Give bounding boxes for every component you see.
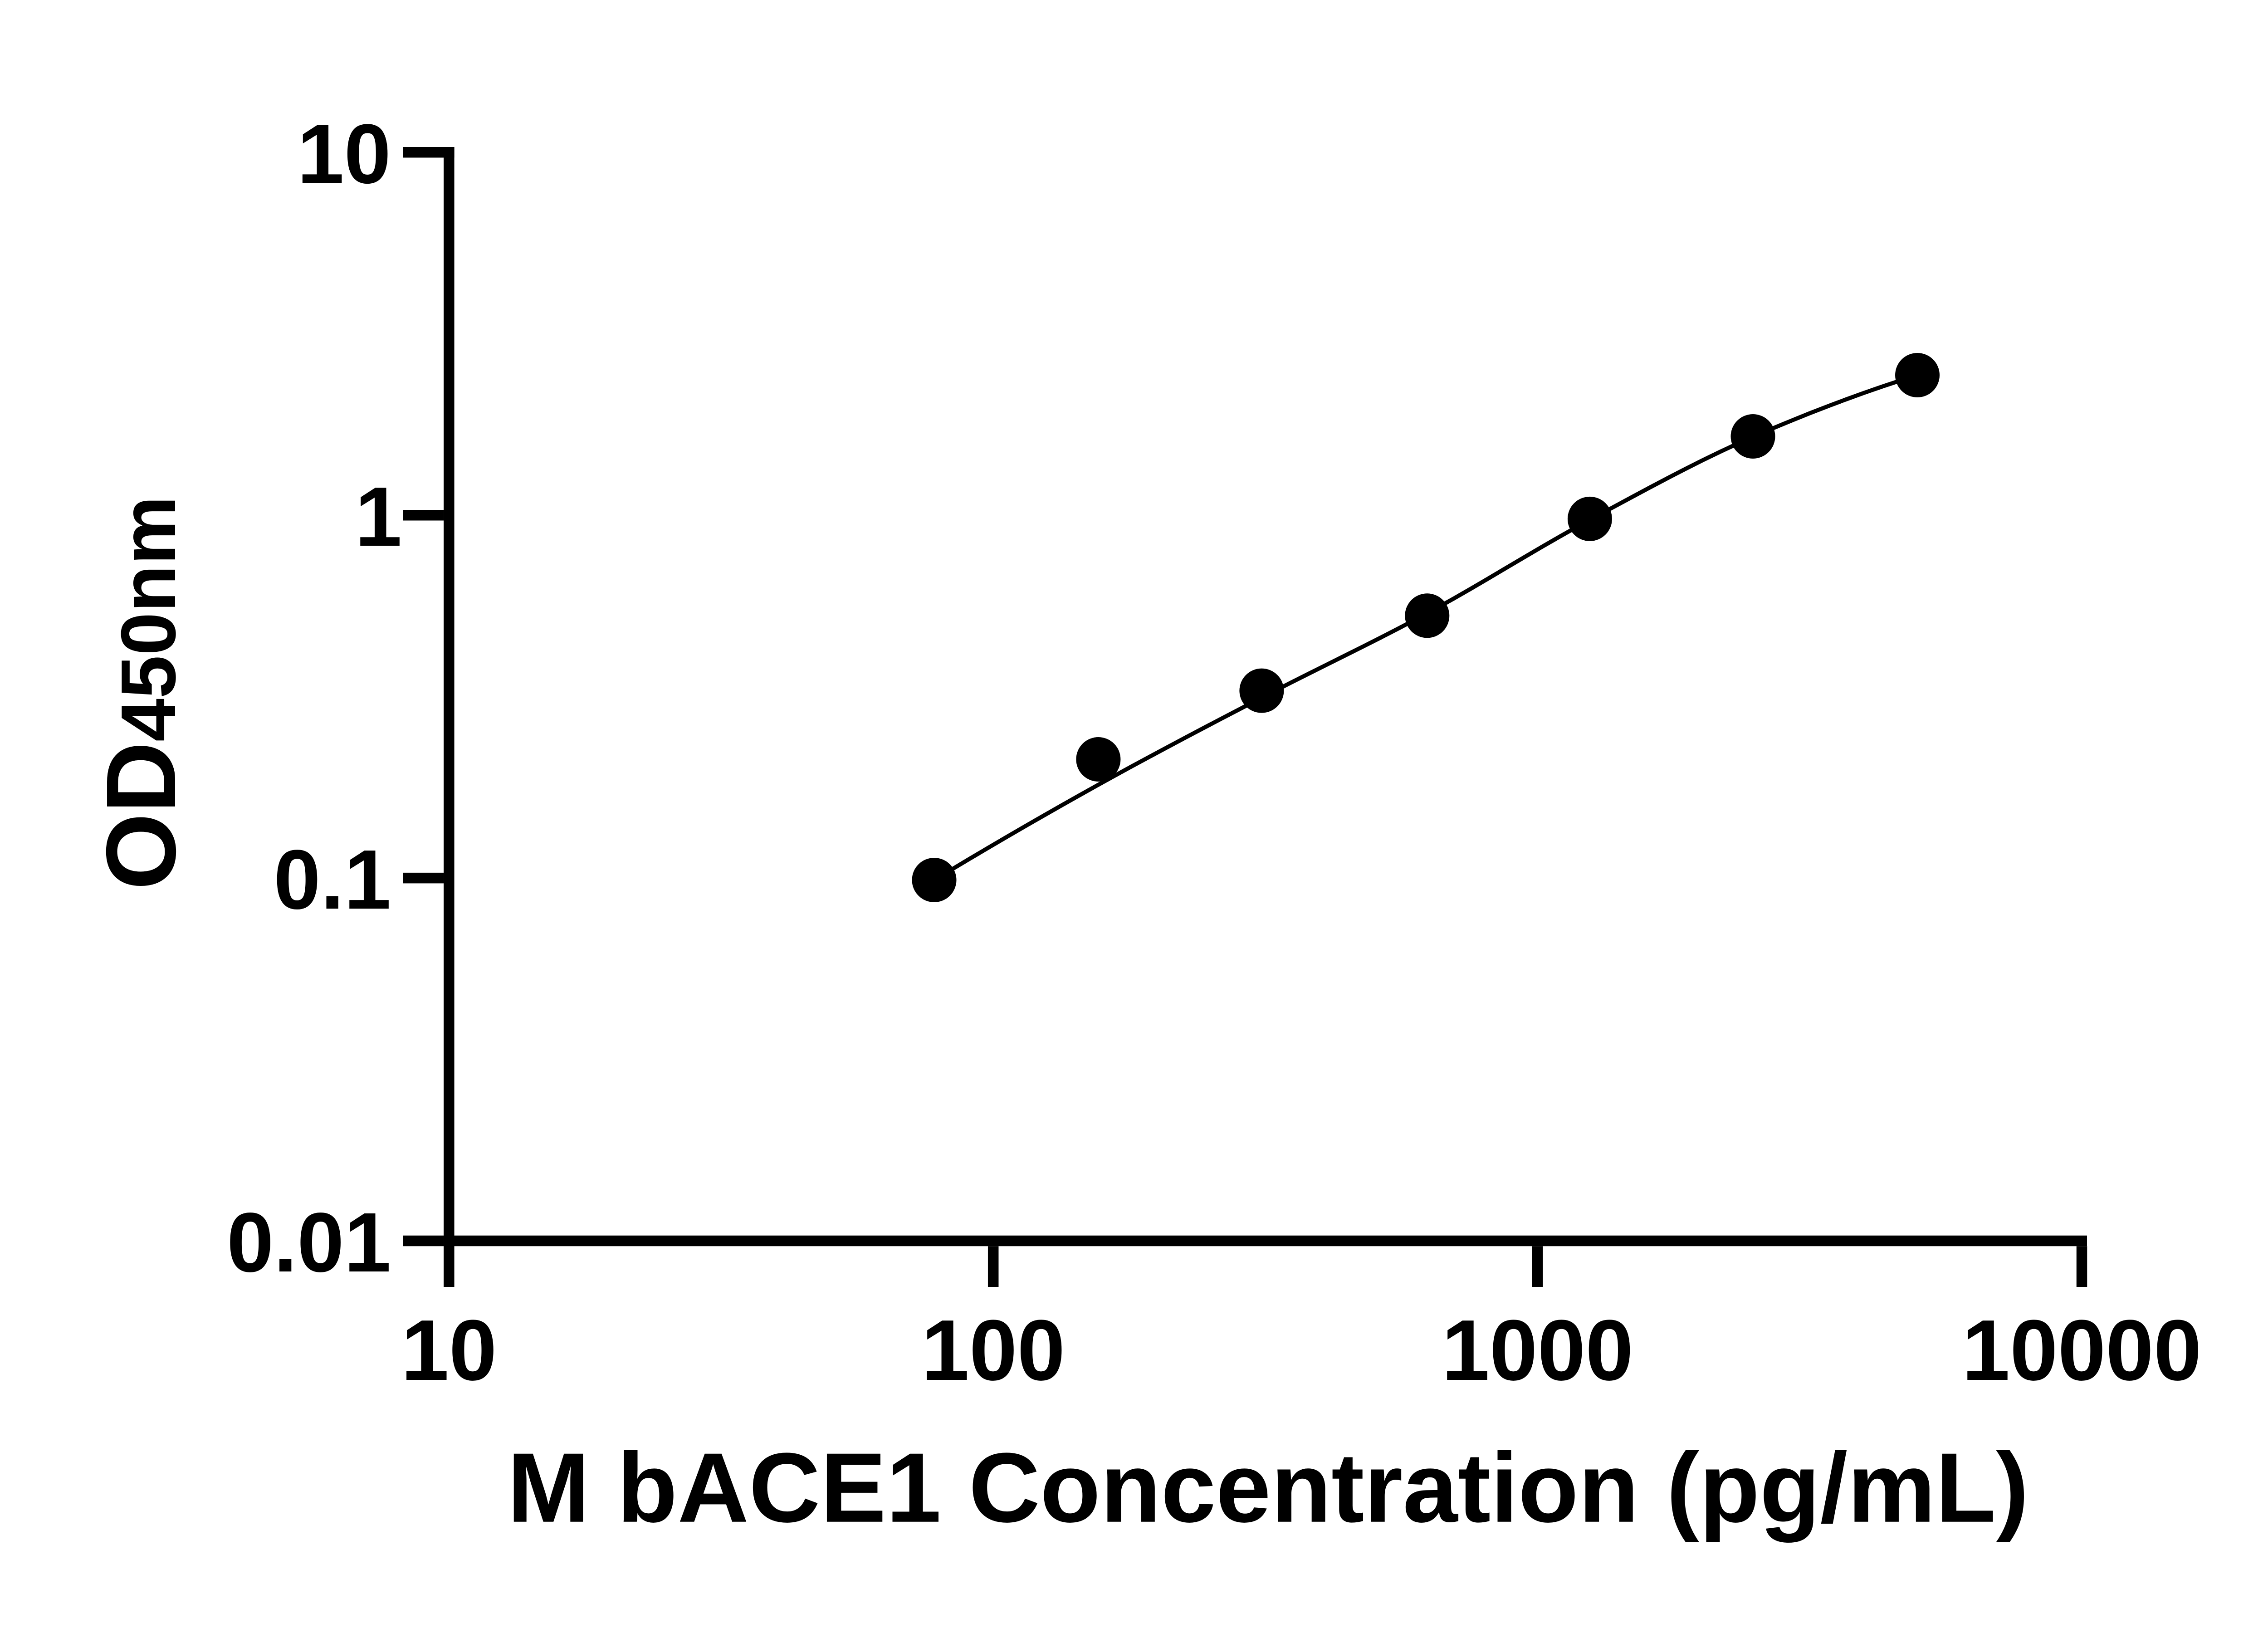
svg-text:1: 1 <box>355 470 402 564</box>
svg-text:M bACE1 Concentration (pg/mL): M bACE1 Concentration (pg/mL) <box>507 1433 2029 1543</box>
svg-text:0.01: 0.01 <box>227 1196 391 1290</box>
svg-text:0.1: 0.1 <box>274 833 391 927</box>
svg-text:OD450nm: OD450nm <box>86 496 196 890</box>
svg-text:10000: 10000 <box>1962 1302 2201 1398</box>
svg-text:100: 100 <box>921 1302 1065 1398</box>
svg-text:1000: 1000 <box>1442 1302 1633 1398</box>
svg-text:10: 10 <box>401 1302 497 1398</box>
svg-text:10: 10 <box>297 107 391 201</box>
